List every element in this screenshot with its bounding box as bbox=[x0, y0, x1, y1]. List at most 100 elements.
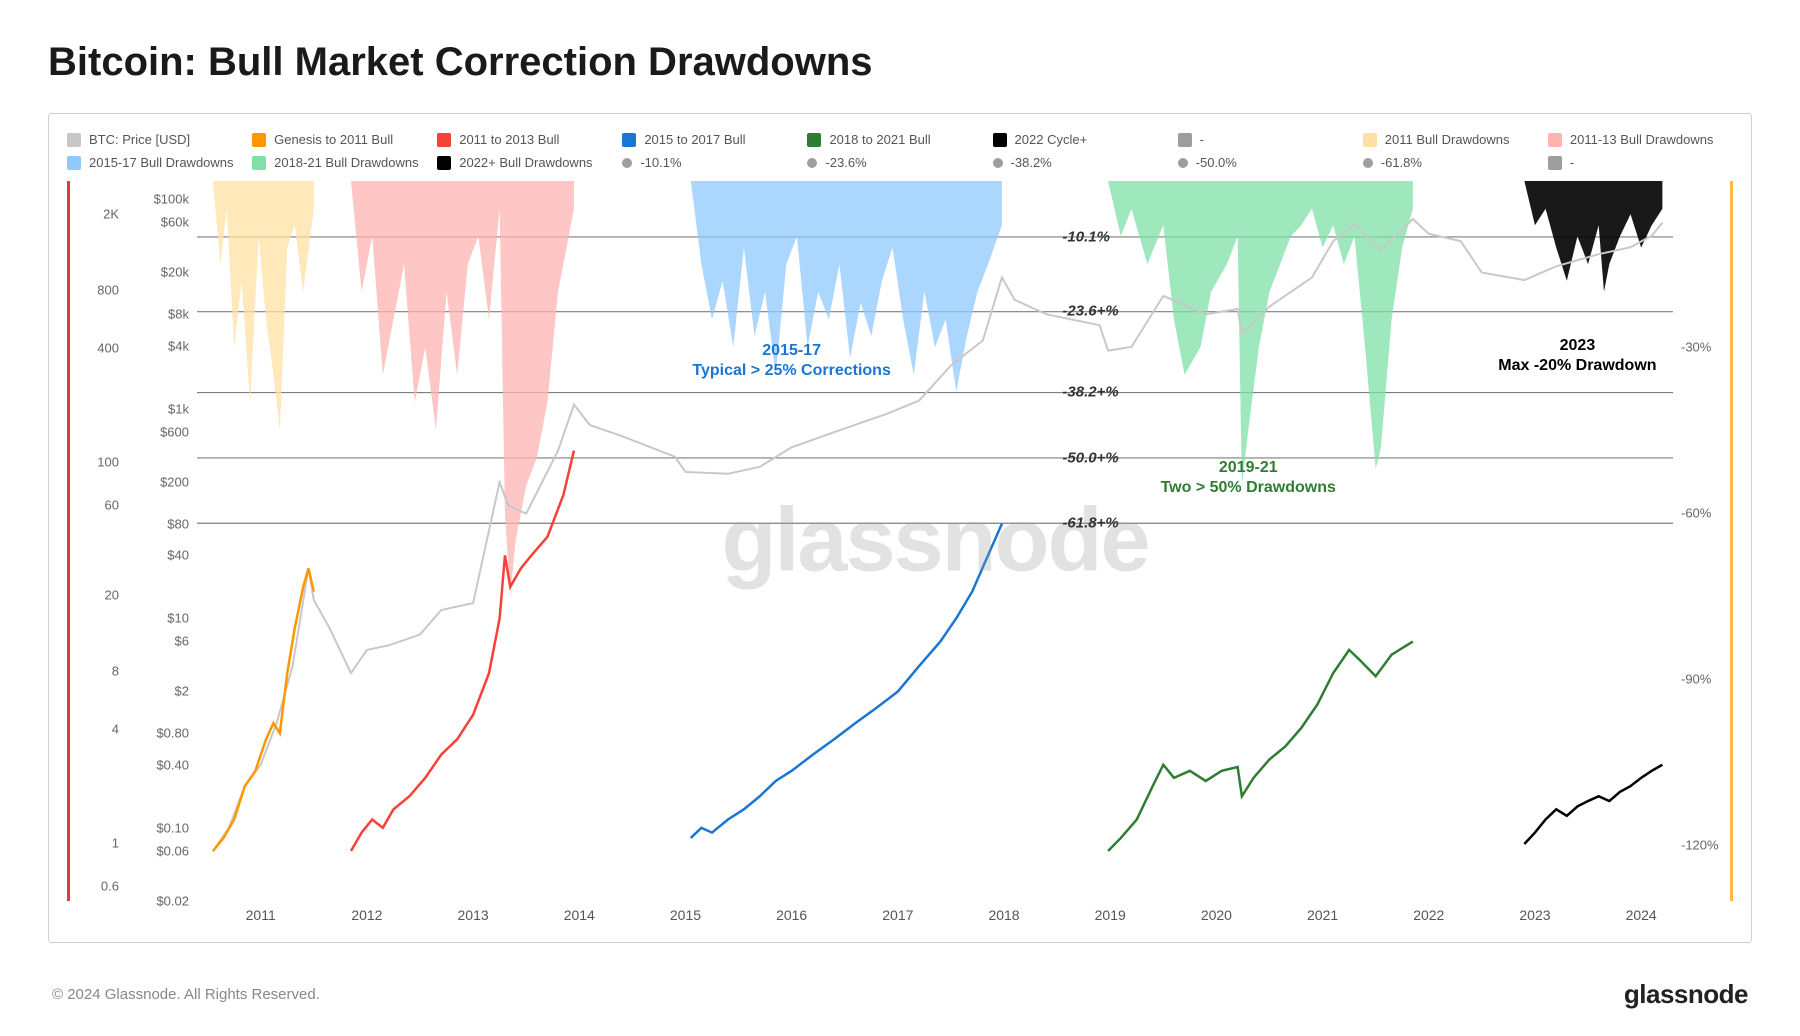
legend-item[interactable]: 2011 Bull Drawdowns bbox=[1363, 128, 1548, 151]
legend-item[interactable]: 2018-21 Bull Drawdowns bbox=[252, 151, 437, 174]
x-axis: 2011 2012 2013 2014 2015 2016 2017 2018 2019 2020… bbox=[197, 901, 1673, 931]
legend-label: Genesis to 2011 Bull bbox=[274, 128, 393, 151]
y-tick-price: $0.80 bbox=[156, 726, 189, 741]
legend-label: 2022 Cycle+ bbox=[1015, 128, 1088, 151]
y-tick-price: $0.10 bbox=[156, 820, 189, 835]
legend-item[interactable]: -38.2% bbox=[993, 151, 1178, 174]
legend-item[interactable]: -50.0% bbox=[1178, 151, 1363, 174]
x-tick-year: 2022 bbox=[1413, 907, 1444, 923]
legend-swatch bbox=[437, 156, 451, 170]
legend-label: 2018-21 Bull Drawdowns bbox=[274, 151, 419, 174]
legend-swatch bbox=[67, 133, 81, 147]
legend-swatch bbox=[437, 133, 451, 147]
legend-swatch bbox=[1548, 133, 1562, 147]
legend-label: - bbox=[1570, 151, 1574, 174]
x-tick-year: 2017 bbox=[882, 907, 913, 923]
x-tick-year: 2024 bbox=[1626, 907, 1657, 923]
y-tick-multiplier: 1 bbox=[112, 836, 119, 851]
legend-label: 2015 to 2017 Bull bbox=[644, 128, 745, 151]
y-tick-multiplier: 800 bbox=[97, 283, 119, 298]
legend: BTC: Price [USD] Genesis to 2011 Bull 2011… bbox=[67, 128, 1733, 175]
x-tick-year: 2011 bbox=[246, 907, 276, 923]
legend-item[interactable]: 2011 to 2013 Bull bbox=[437, 128, 622, 151]
legend-swatch bbox=[1548, 156, 1562, 170]
legend-swatch bbox=[993, 133, 1007, 147]
chart-frame: BTC: Price [USD] Genesis to 2011 Bull 2011… bbox=[48, 113, 1752, 943]
legend-swatch bbox=[807, 158, 817, 168]
y-tick-drawdown: -60% bbox=[1681, 506, 1711, 521]
x-tick-year: 2016 bbox=[776, 907, 807, 923]
y-tick-price: $2 bbox=[175, 684, 189, 699]
x-tick-year: 2020 bbox=[1201, 907, 1232, 923]
chart-svg bbox=[197, 181, 1673, 901]
legend-swatch bbox=[1363, 158, 1373, 168]
y-tick-multiplier: 20 bbox=[105, 588, 119, 603]
legend-label: 2011 Bull Drawdowns bbox=[1385, 128, 1510, 151]
copyright-text: © 2024 Glassnode. All Rights Reserved. bbox=[52, 986, 320, 1003]
legend-item[interactable]: 2022 Cycle+ bbox=[993, 128, 1178, 151]
legend-swatch bbox=[622, 158, 632, 168]
y-axis-drawdown: -30% -60% -90% -120% bbox=[1673, 181, 1733, 901]
x-tick-year: 2015 bbox=[670, 907, 701, 923]
legend-label: -10.1% bbox=[640, 151, 681, 174]
y-tick-multiplier: 8 bbox=[112, 664, 119, 679]
y-tick-price: $60k bbox=[161, 215, 189, 230]
x-tick-year: 2019 bbox=[1095, 907, 1126, 923]
y-tick-price: $200 bbox=[160, 474, 189, 489]
brand-logo: glassnode bbox=[1624, 979, 1748, 1010]
left-axis-marker bbox=[67, 181, 70, 901]
x-tick-year: 2018 bbox=[988, 907, 1019, 923]
y-tick-price: $0.06 bbox=[156, 843, 189, 858]
y-tick-drawdown: -120% bbox=[1681, 838, 1719, 853]
y-tick-price: $8k bbox=[168, 307, 189, 322]
chart-title: Bitcoin: Bull Market Correction Drawdown… bbox=[48, 40, 1752, 85]
y-tick-multiplier: 2K bbox=[103, 207, 119, 222]
legend-item[interactable]: Genesis to 2011 Bull bbox=[252, 128, 437, 151]
legend-item[interactable]: 2015 to 2017 Bull bbox=[622, 128, 807, 151]
legend-item[interactable]: 2011-13 Bull Drawdowns bbox=[1548, 128, 1733, 151]
x-tick-year: 2012 bbox=[351, 907, 382, 923]
legend-label: - bbox=[1200, 128, 1204, 151]
y-tick-price: $6 bbox=[175, 634, 189, 649]
legend-item[interactable]: - bbox=[1548, 151, 1733, 174]
y-tick-price: $0.40 bbox=[156, 757, 189, 772]
legend-label: -61.8% bbox=[1381, 151, 1422, 174]
y-axis-multiplier: 2K80040010060208410.6 bbox=[67, 181, 127, 901]
plot-area: 2K80040010060208410.6 $100k$60k$20k$8k$4… bbox=[67, 181, 1733, 901]
legend-swatch bbox=[1178, 158, 1188, 168]
legend-label: 2011-13 Bull Drawdowns bbox=[1570, 128, 1714, 151]
x-tick-year: 2023 bbox=[1519, 907, 1550, 923]
legend-item[interactable]: -10.1% bbox=[622, 151, 807, 174]
legend-swatch bbox=[67, 156, 81, 170]
y-tick-price: $40 bbox=[167, 548, 189, 563]
y-tick-multiplier: 4 bbox=[112, 721, 119, 736]
y-tick-price: $20k bbox=[161, 265, 189, 280]
legend-item[interactable]: 2015-17 Bull Drawdowns bbox=[67, 151, 252, 174]
legend-swatch bbox=[252, 133, 266, 147]
legend-label: -38.2% bbox=[1011, 151, 1052, 174]
legend-swatch bbox=[1178, 133, 1192, 147]
legend-item[interactable]: -23.6% bbox=[807, 151, 992, 174]
y-axis-price: $100k$60k$20k$8k$4k$1k$600$200$80$40$10$… bbox=[127, 181, 197, 901]
y-tick-drawdown: -90% bbox=[1681, 672, 1711, 687]
legend-item[interactable]: 2018 to 2021 Bull bbox=[807, 128, 992, 151]
y-tick-price: $0.02 bbox=[156, 893, 189, 908]
right-axis-marker bbox=[1730, 181, 1733, 901]
legend-item[interactable]: - bbox=[1178, 128, 1363, 151]
y-tick-price: $600 bbox=[160, 424, 189, 439]
legend-item[interactable]: BTC: Price [USD] bbox=[67, 128, 252, 151]
legend-label: 2018 to 2021 Bull bbox=[829, 128, 930, 151]
y-tick-drawdown: -30% bbox=[1681, 339, 1711, 354]
x-tick-year: 2014 bbox=[564, 907, 595, 923]
legend-label: 2022+ Bull Drawdowns bbox=[459, 151, 592, 174]
legend-item[interactable]: 2022+ Bull Drawdowns bbox=[437, 151, 622, 174]
y-tick-price: $10 bbox=[167, 611, 189, 626]
legend-label: 2011 to 2013 Bull bbox=[459, 128, 559, 151]
y-tick-price: $80 bbox=[167, 516, 189, 531]
x-tick-year: 2013 bbox=[458, 907, 489, 923]
legend-swatch bbox=[622, 133, 636, 147]
legend-item[interactable]: -61.8% bbox=[1363, 151, 1548, 174]
legend-label: -50.0% bbox=[1196, 151, 1237, 174]
x-tick-year: 2021 bbox=[1307, 907, 1338, 923]
y-tick-multiplier: 60 bbox=[105, 497, 119, 512]
